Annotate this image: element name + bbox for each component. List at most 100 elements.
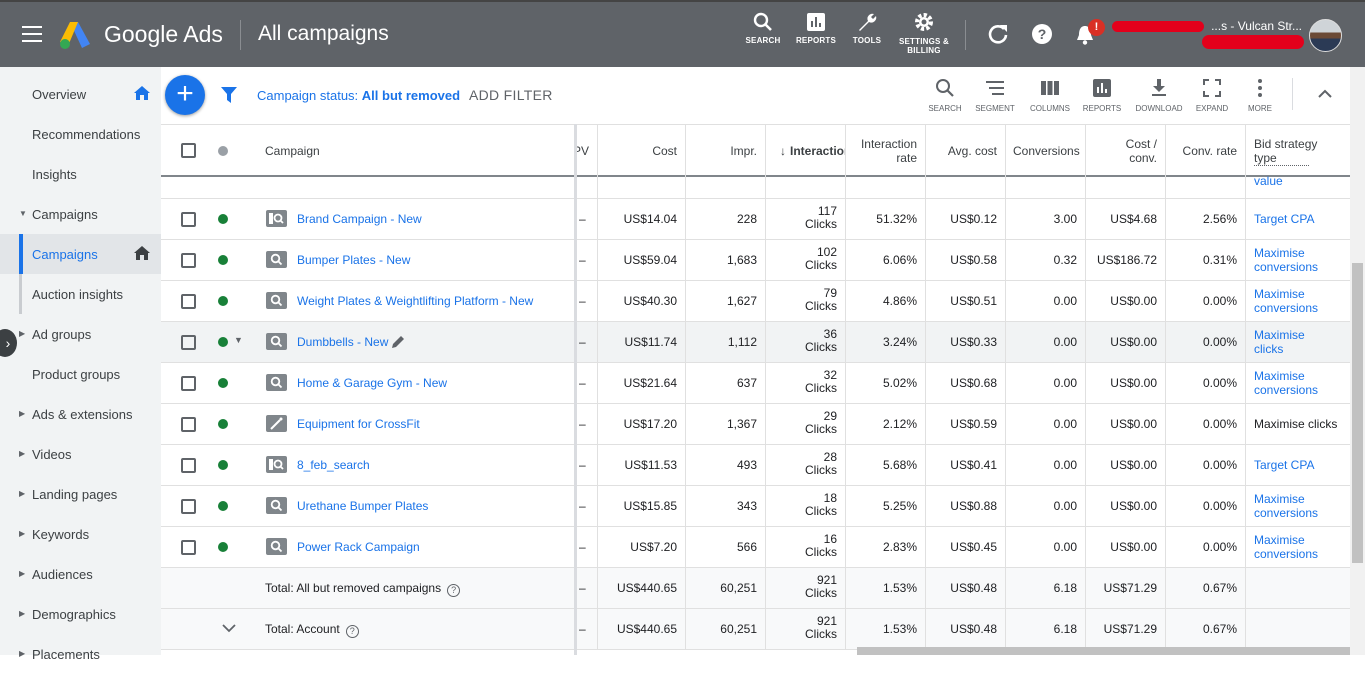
bid-strategy-link[interactable]: Maximise clicks <box>1254 417 1337 431</box>
enabled-status-icon[interactable] <box>218 419 228 429</box>
bid-strategy-link[interactable]: Target CPA <box>1254 458 1314 472</box>
enabled-status-icon[interactable] <box>218 214 228 224</box>
bid-strategy-link[interactable]: Target CPA <box>1254 212 1314 226</box>
chevron-down-icon[interactable] <box>222 623 236 633</box>
sidebar-item-recommendations[interactable]: Recommendations <box>0 114 161 154</box>
sidebar-item-ads-extensions[interactable]: ▶ Ads & extensions <box>0 394 161 434</box>
row-checkbox[interactable] <box>181 540 196 555</box>
bid-strategy-link[interactable]: Maximise conversions <box>1254 246 1318 274</box>
tools-button[interactable]: TOOLS <box>837 12 897 45</box>
vertical-scrollbar[interactable] <box>1350 67 1365 655</box>
campaign-name-link[interactable]: 8_feb_search <box>297 458 370 472</box>
add-filter-button[interactable]: ADD FILTER <box>469 87 553 103</box>
sidebar-item-placements[interactable]: ▶ Placements <box>0 634 161 674</box>
enabled-status-icon[interactable] <box>218 296 228 306</box>
search-button[interactable]: SEARCH <box>733 12 793 45</box>
campaign-name-link[interactable]: Urethane Bumper Plates <box>297 499 429 513</box>
table-row[interactable]: Equipment for CrossFit – US$17.20 1,367 … <box>161 404 1350 445</box>
horizontal-scrollbar[interactable] <box>857 647 1350 655</box>
column-header-avg-cost[interactable]: Avg. cost <box>925 125 1005 177</box>
status-dropdown-icon[interactable]: ▼ <box>234 335 243 345</box>
table-row[interactable]: Bumper Plates - New – US$59.04 1,683 102… <box>161 240 1350 281</box>
sidebar-item-campaigns[interactable]: Campaigns <box>0 234 161 274</box>
campaign-name-link[interactable]: Equipment for CrossFit <box>297 417 420 431</box>
campaign-name-link[interactable]: Power Rack Campaign <box>297 540 420 554</box>
table-row[interactable]: Weight Plates & Weightlifting Platform -… <box>161 281 1350 322</box>
column-header-interaction-rate[interactable]: Interaction rate <box>845 125 925 177</box>
column-header-cost-per-conv[interactable]: Cost / conv. <box>1085 125 1165 177</box>
campaign-name-link[interactable]: Dumbbells - New <box>297 335 389 349</box>
table-row[interactable]: Power Rack Campaign – US$7.20 566 16 Clic… <box>161 527 1350 568</box>
bid-strategy-link[interactable]: Maximise conversions <box>1254 533 1318 561</box>
add-campaign-button[interactable]: + <box>165 75 205 115</box>
table-reports-button[interactable]: REPORTS <box>1074 78 1130 113</box>
table-row[interactable]: Home & Garage Gym - New – US$21.64 637 3… <box>161 363 1350 404</box>
columns-button[interactable]: COLUMNS <box>1022 78 1078 113</box>
table-row[interactable]: Brand Campaign - New – US$14.04 228 117 C… <box>161 199 1350 240</box>
sidebar-item-landing-pages[interactable]: ▶ Landing pages <box>0 474 161 514</box>
chevron-up-icon[interactable] <box>1317 86 1333 102</box>
row-checkbox[interactable] <box>181 499 196 514</box>
campaign-status-filter[interactable]: Campaign status: All but removed <box>257 88 460 103</box>
enabled-status-icon[interactable] <box>218 255 228 265</box>
column-header-pv[interactable]: PV <box>575 144 589 158</box>
bid-strategy-link[interactable]: Maximise clicks <box>1254 328 1305 356</box>
status-column-icon[interactable] <box>218 146 228 156</box>
sidebar-item-videos[interactable]: ▶ Videos <box>0 434 161 474</box>
row-checkbox[interactable] <box>181 458 196 473</box>
pencil-icon[interactable] <box>391 335 405 349</box>
row-checkbox[interactable] <box>181 335 196 350</box>
scrollbar-thumb[interactable] <box>1352 263 1363 563</box>
help-icon[interactable]: ? <box>345 625 359 638</box>
campaign-name-link[interactable]: Weight Plates & Weightlifting Platform -… <box>297 294 534 308</box>
table-row[interactable]: Urethane Bumper Plates – US$15.85 343 18… <box>161 486 1350 527</box>
campaign-name-link[interactable]: Home & Garage Gym - New <box>297 376 448 390</box>
column-header-campaign[interactable]: Campaign <box>265 144 320 158</box>
help-icon[interactable]: ? <box>1031 23 1053 45</box>
column-header-cost[interactable]: Cost <box>597 125 685 177</box>
enabled-status-icon[interactable] <box>218 460 228 470</box>
expand-button[interactable]: EXPAND <box>1184 78 1240 113</box>
sidebar-item-insights[interactable]: Insights <box>0 154 161 194</box>
column-header-interactions[interactable]: ↓ Interactions <box>765 125 845 177</box>
row-checkbox[interactable] <box>181 212 196 227</box>
more-button[interactable]: MORE <box>1232 78 1288 113</box>
sidebar-collapse-toggle[interactable]: › <box>0 329 17 357</box>
sidebar-item-auction-insights[interactable]: Auction insights <box>0 274 161 314</box>
enabled-status-icon[interactable] <box>218 378 228 388</box>
reports-button[interactable]: REPORTS <box>786 12 846 45</box>
column-header-conv-rate[interactable]: Conv. rate <box>1165 125 1245 177</box>
sidebar-item-demographics[interactable]: ▶ Demographics <box>0 594 161 634</box>
bid-strategy-link[interactable]: Maximise conversions <box>1254 492 1318 520</box>
table-search-button[interactable]: SEARCH <box>917 78 973 113</box>
help-icon[interactable]: ? <box>447 584 461 597</box>
campaign-name-link[interactable]: Bumper Plates - New <box>297 253 411 267</box>
enabled-status-icon[interactable] <box>218 542 228 552</box>
row-checkbox[interactable] <box>181 376 196 391</box>
campaign-name-link[interactable]: Brand Campaign - New <box>297 212 422 226</box>
sidebar-item-audiences[interactable]: ▶ Audiences <box>0 554 161 594</box>
table-row[interactable]: 8_feb_search – US$11.53 493 28 Clicks 5.6… <box>161 445 1350 486</box>
sidebar-item-overview[interactable]: Overview <box>0 74 161 114</box>
menu-icon[interactable] <box>22 26 42 42</box>
sidebar-item-campaigns-group[interactable]: ▼ Campaigns <box>0 194 161 234</box>
filter-icon[interactable] <box>221 87 237 103</box>
select-all-checkbox[interactable] <box>181 143 196 158</box>
bid-strategy-link[interactable]: Maximise conversions <box>1254 287 1318 315</box>
download-button[interactable]: DOWNLOAD <box>1131 78 1187 113</box>
avatar[interactable] <box>1309 19 1342 52</box>
column-header-impr[interactable]: Impr. <box>685 125 765 177</box>
sidebar-item-ad-groups[interactable]: ▶ Ad groups <box>0 314 161 354</box>
table-row[interactable]: ▼ Dumbbells - New – US$11.74 1,112 36 Cli… <box>161 322 1350 363</box>
row-checkbox[interactable] <box>181 417 196 432</box>
row-checkbox[interactable] <box>181 253 196 268</box>
enabled-status-icon[interactable] <box>218 501 228 511</box>
row-checkbox[interactable] <box>181 294 196 309</box>
bid-strategy-link[interactable]: Maximise conversions <box>1254 369 1318 397</box>
column-header-bid-strategy[interactable]: Bid strategy type <box>1245 125 1350 177</box>
sidebar-item-product-groups[interactable]: Product groups <box>0 354 161 394</box>
enabled-status-icon[interactable] <box>218 337 228 347</box>
segment-button[interactable]: SEGMENT <box>967 78 1023 113</box>
sidebar-item-keywords[interactable]: ▶ Keywords <box>0 514 161 554</box>
refresh-icon[interactable] <box>987 23 1009 45</box>
